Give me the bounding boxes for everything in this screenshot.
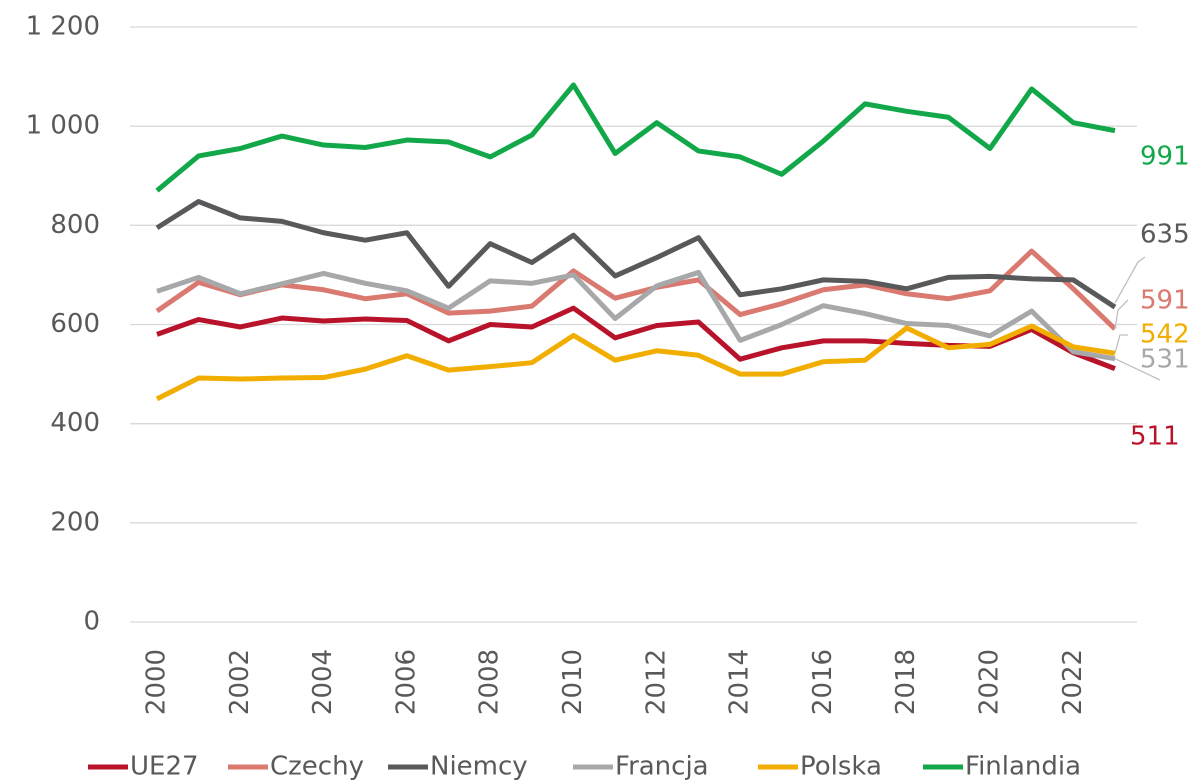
y-tick-label: 600: [50, 309, 100, 339]
leader-line: [1114, 358, 1161, 381]
y-tick-label: 0: [83, 607, 100, 637]
x-tick-label: 2004: [308, 649, 338, 715]
y-tick-label: 1 200: [26, 12, 100, 42]
x-tick-label: 2006: [391, 649, 421, 715]
data-label: 591: [1140, 286, 1190, 316]
y-tick-label: 800: [50, 210, 100, 240]
y-tick-label: 400: [50, 408, 100, 438]
legend-label: Polska: [800, 752, 882, 782]
x-tick-label: 2014: [725, 649, 755, 715]
series-line: [156, 269, 1116, 362]
legend-label: Niemcy: [430, 752, 528, 782]
series-line: [155, 199, 1117, 310]
leader-line: [1114, 299, 1129, 330]
leader-line: [1114, 256, 1146, 304]
x-tick-label: 2008: [475, 649, 505, 715]
legend-label: Francja: [615, 752, 709, 782]
series-line: [155, 82, 1116, 193]
x-tick-label: 2016: [808, 649, 838, 715]
y-tick-label: 200: [50, 507, 100, 537]
x-tick-label: 2022: [1058, 649, 1088, 715]
x-tick-label: 2012: [641, 649, 671, 715]
x-tick-label: 2020: [975, 649, 1005, 715]
data-label: 991: [1140, 142, 1190, 172]
x-tick-label: 2018: [891, 649, 921, 715]
y-tick-label: 1 000: [26, 111, 100, 141]
data-label: 531: [1140, 345, 1190, 375]
legend-label: Finlandia: [965, 752, 1081, 782]
x-tick-label: 2002: [225, 649, 255, 715]
series-line: [155, 248, 1117, 331]
data-label: 542: [1140, 320, 1190, 350]
series-line: [155, 323, 1116, 402]
legend-label: UE27: [130, 752, 199, 782]
data-label: 635: [1140, 220, 1190, 250]
series-line: [156, 305, 1116, 371]
leader-line: [1114, 334, 1128, 354]
legend-label: Czechy: [270, 752, 364, 782]
x-tick-label: 2000: [142, 649, 172, 715]
x-tick-label: 2010: [558, 649, 588, 715]
data-label: 511: [1130, 422, 1180, 452]
